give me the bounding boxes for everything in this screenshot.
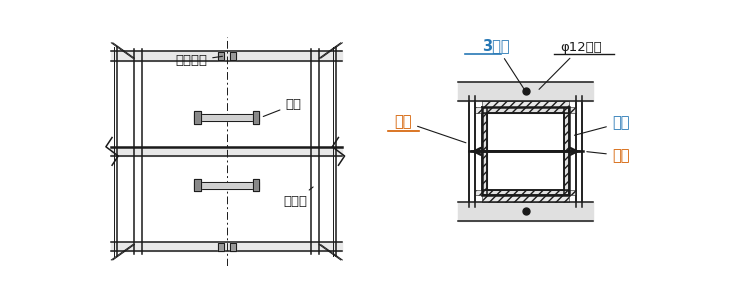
Text: 柱箍: 柱箍 xyxy=(263,98,301,117)
Bar xyxy=(482,190,570,195)
Bar xyxy=(475,190,482,195)
Bar xyxy=(482,190,570,195)
Text: 钢管: 钢管 xyxy=(587,148,629,163)
Bar xyxy=(195,179,201,191)
Bar xyxy=(482,107,487,195)
Text: φ12螺杆: φ12螺杆 xyxy=(539,40,602,89)
Bar xyxy=(564,107,570,195)
Bar xyxy=(218,243,223,251)
Bar xyxy=(195,111,201,124)
Bar xyxy=(564,107,570,195)
Text: 模板: 模板 xyxy=(574,115,629,135)
Bar xyxy=(218,52,223,60)
Bar xyxy=(482,107,487,195)
Bar xyxy=(253,111,259,124)
Text: 满堂支架: 满堂支架 xyxy=(175,54,223,67)
Text: 3型卡: 3型卡 xyxy=(482,39,524,89)
Text: 柱模板: 柱模板 xyxy=(283,187,313,208)
Bar xyxy=(253,179,259,191)
Bar xyxy=(570,190,576,195)
Bar xyxy=(482,100,570,107)
Bar xyxy=(475,107,482,113)
Bar xyxy=(230,243,236,251)
Bar xyxy=(482,107,570,195)
Bar xyxy=(482,107,570,113)
Text: 木枋: 木枋 xyxy=(394,114,466,143)
Bar xyxy=(482,107,570,113)
Bar xyxy=(570,107,576,113)
Bar xyxy=(230,52,236,60)
Bar xyxy=(482,195,570,202)
Bar xyxy=(487,113,564,190)
